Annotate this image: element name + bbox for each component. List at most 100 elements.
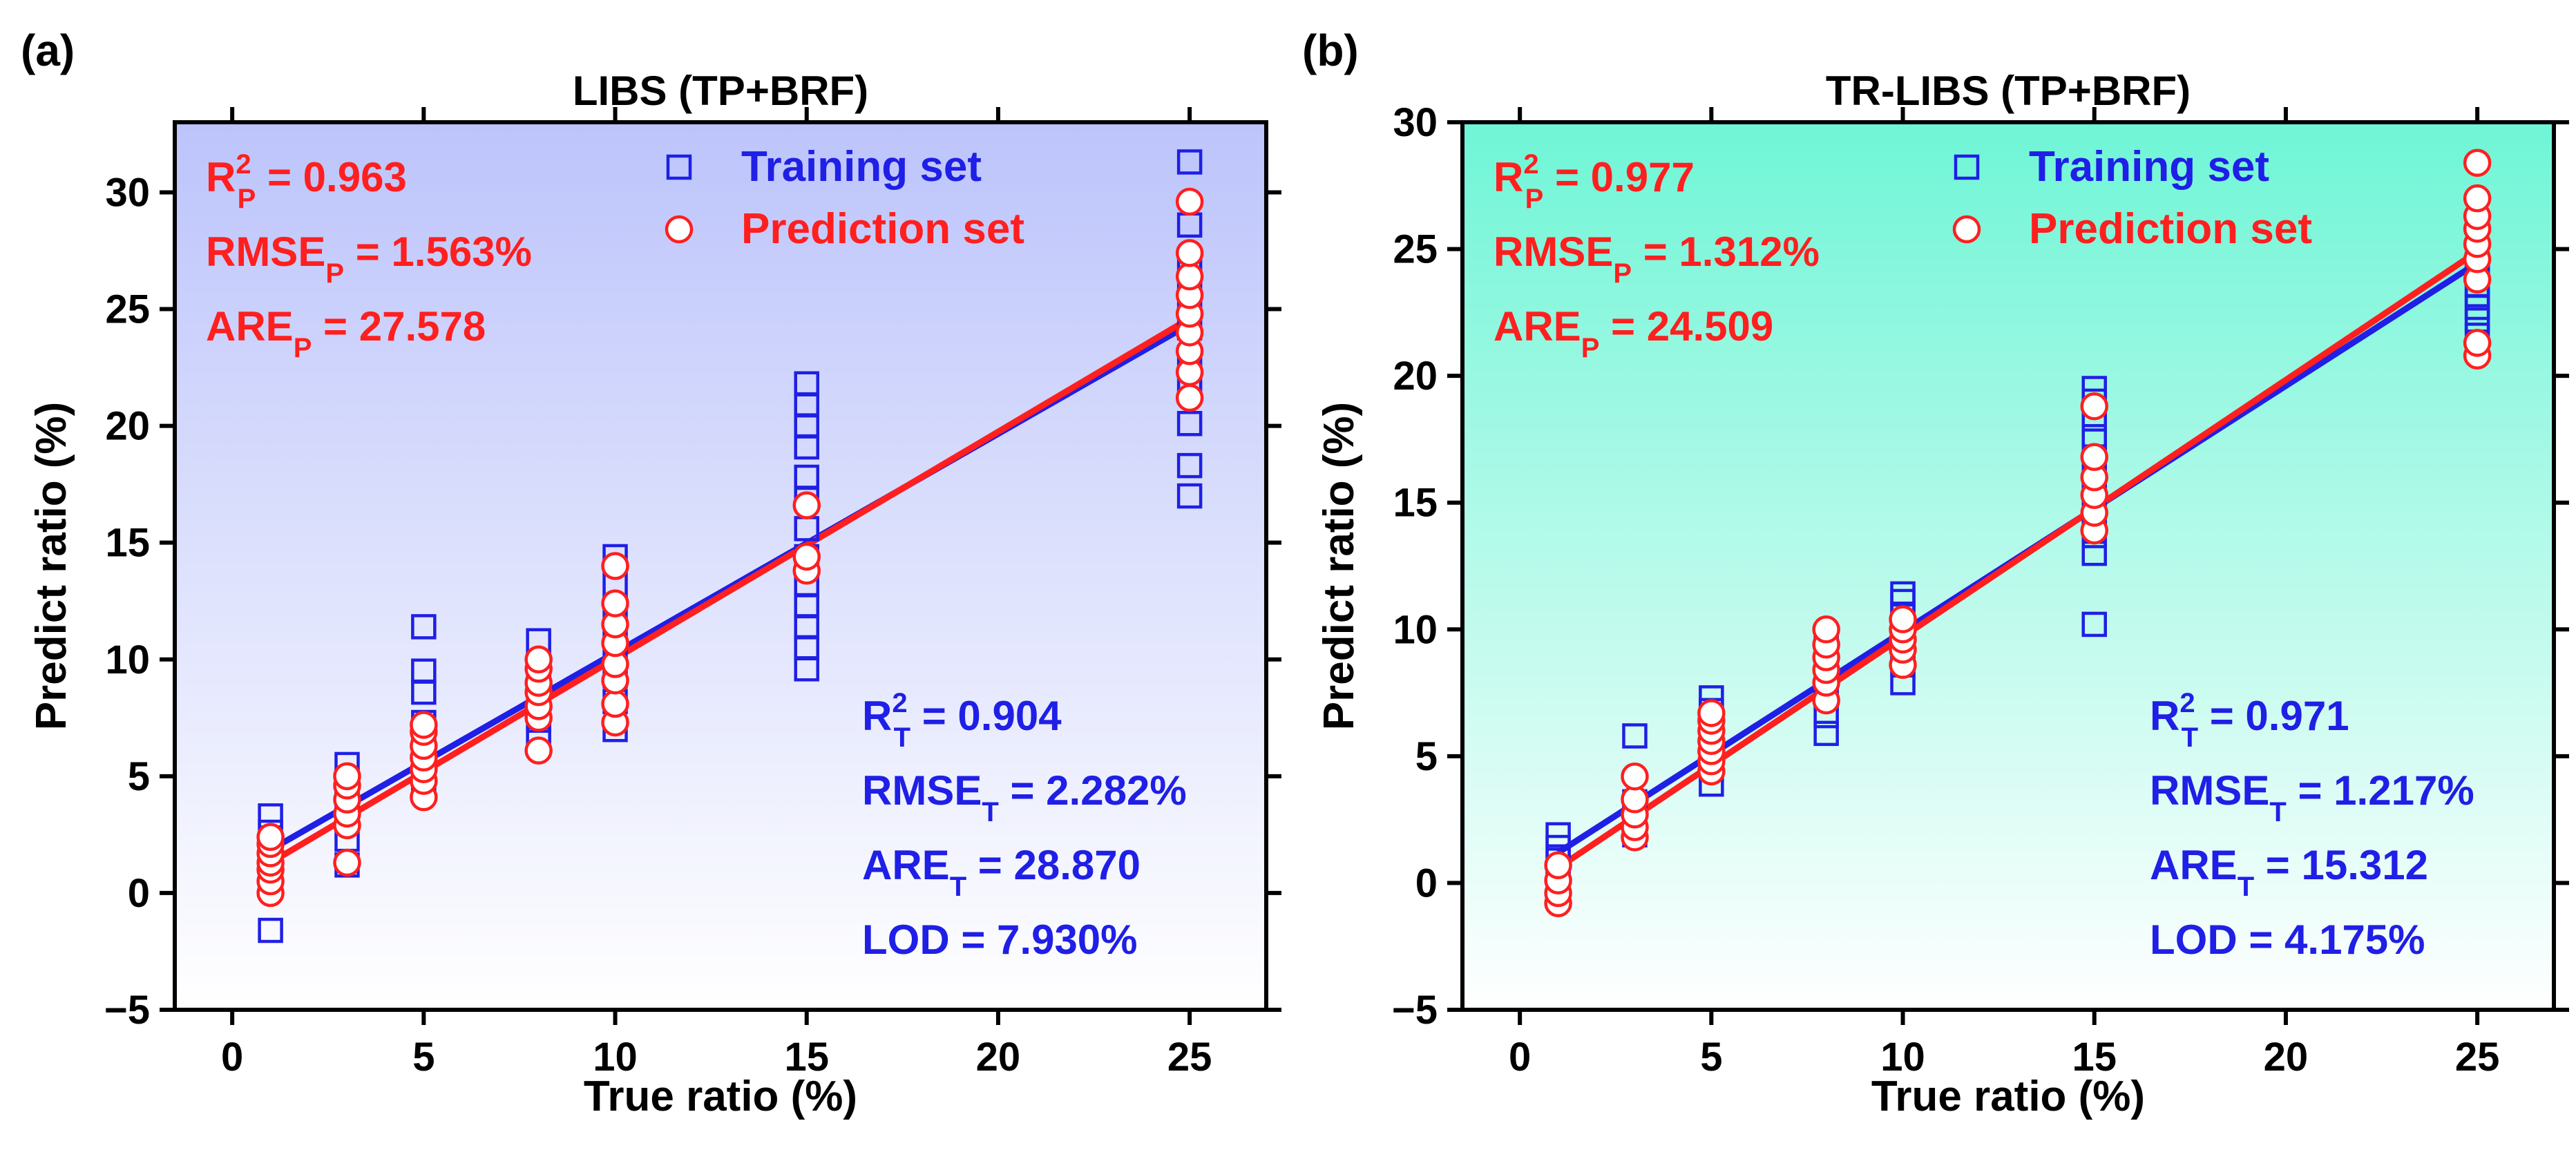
data-point [1812, 615, 1840, 644]
data-point [794, 371, 819, 396]
data-point [1813, 720, 1839, 747]
y-tick-label: 10 [1393, 607, 1438, 652]
series-prediction [1544, 148, 2492, 918]
axis-frame [173, 120, 1268, 1012]
y-axis-title: Predict ratio (%) [28, 402, 75, 730]
x-tick-label: 15 [2072, 1035, 2117, 1080]
y-tick-label: 5 [128, 754, 150, 799]
chart-title: LIBS (TP+BRF) [573, 68, 868, 114]
data-point [1890, 581, 1916, 607]
training-stat-line: ARET = 15.312 [2150, 842, 2428, 902]
data-point [333, 848, 361, 877]
data-point [1175, 187, 1204, 216]
y-tick-label: 20 [1393, 354, 1438, 399]
x-tick-label: 5 [1700, 1035, 1722, 1080]
training-stat-line: LOD = 4.175% [2150, 917, 2425, 963]
training-stat-line: ARET = 28.870 [862, 842, 1141, 902]
y-tick-label: 10 [105, 638, 150, 682]
data-point [2463, 329, 2492, 357]
y-tick-label: 30 [1393, 100, 1438, 145]
data-point [333, 762, 361, 791]
data-point [1176, 410, 1203, 437]
data-point [1621, 785, 1649, 814]
y-tick-label: 0 [128, 871, 150, 916]
x-tick-label: 0 [1509, 1035, 1531, 1080]
y-tick-label: 30 [105, 170, 150, 215]
data-point [2080, 443, 2108, 471]
prediction-stat-line: RMSEP = 1.563% [206, 229, 532, 289]
training-stats: R2 T = 0.971 RMSET = 1.217% ARET = 15.312 LO… [2150, 688, 2474, 963]
data-point [256, 823, 285, 852]
prediction-stats: R2 P = 0.977 RMSEP = 1.312% AREP = 24.509 [1494, 149, 1820, 363]
training-stat-line: LOD = 7.930% [862, 917, 1138, 963]
data-point [1176, 483, 1203, 509]
data-point [411, 614, 437, 640]
training-stat-line: R2 T = 0.971 [2150, 688, 2349, 753]
y-tick-label: −5 [1392, 988, 1438, 1033]
prediction-stat-line: RMSEP = 1.312% [1494, 229, 1820, 289]
data-point [524, 645, 553, 674]
data-point [1622, 723, 1648, 749]
data-point [1176, 149, 1203, 175]
y-tick-label: 5 [1415, 734, 1438, 779]
data-point [1176, 452, 1203, 479]
x-tick-label: 25 [2455, 1035, 2500, 1080]
chart-title: TR-LIBS (TP+BRF) [1826, 68, 2191, 114]
y-tick-label: 15 [105, 521, 150, 566]
prediction-stat-line: R2 P = 0.977 [1494, 149, 1695, 214]
data-point [601, 552, 629, 580]
data-point [1621, 762, 1649, 791]
legend-label: Prediction set [741, 205, 1024, 253]
legend-marker-prediction [665, 215, 694, 244]
legend-label: Training set [2029, 143, 2269, 191]
legend: Training set Prediction set [665, 143, 1024, 253]
prediction-stat-line: R2 P = 0.963 [206, 149, 407, 214]
y-tick-label: −5 [104, 988, 150, 1033]
axis-frame [1460, 120, 2556, 1012]
data-point [1175, 262, 1204, 291]
panel-label: (a) [21, 26, 75, 75]
data-point [258, 917, 283, 943]
y-axis-title: Predict ratio (%) [1315, 402, 1363, 730]
series-prediction [256, 187, 1204, 908]
legend-marker-training [666, 154, 692, 180]
x-tick-label: 25 [1167, 1035, 1212, 1080]
data-point [792, 542, 821, 571]
training-stat-line: R2 T = 0.904 [862, 688, 1062, 753]
y-tick-label: 15 [1393, 481, 1438, 526]
x-tick-label: 20 [2264, 1035, 2309, 1080]
data-point [601, 589, 629, 617]
x-tick-label: 0 [221, 1035, 243, 1080]
x-tick-label: 5 [412, 1035, 435, 1080]
data-point [601, 689, 629, 718]
x-tick-label: 15 [784, 1035, 829, 1080]
training-stats: R2 T = 0.904 RMSET = 2.282% ARET = 28.870 LO… [862, 688, 1187, 963]
prediction-stats: R2 P = 0.963 RMSEP = 1.563% AREP = 27.578 [206, 149, 532, 363]
training-stat-line: RMSET = 1.217% [2150, 767, 2474, 827]
x-axis-title: True ratio (%) [1871, 1073, 2145, 1120]
y-tick-label: 0 [1415, 861, 1438, 905]
data-point [1175, 239, 1204, 267]
data-point [1545, 822, 1571, 847]
data-point [410, 711, 438, 739]
data-point [2463, 148, 2492, 177]
data-point [411, 658, 437, 684]
x-tick-label: 10 [1880, 1035, 1925, 1080]
data-point [2080, 392, 2108, 421]
y-tick-label: 25 [1393, 227, 1438, 272]
data-point [1697, 699, 1726, 727]
x-axis-title: True ratio (%) [584, 1073, 857, 1120]
training-stat-line: RMSET = 2.282% [862, 767, 1187, 827]
legend-label: Training set [741, 143, 982, 191]
data-point [524, 736, 553, 765]
chart-panel-2: (b) TR-LIBS (TP+BRF) 0 5 10 15 20 25 −5 0 5 10 15 20 2… [1302, 26, 2569, 1120]
chart-panel-1: (a) LIBS (TP+BRF) 0 5 10 15 20 25 −5 0 5 10 15 20 25 30… [21, 26, 1281, 1120]
y-tick-label: 25 [105, 287, 150, 332]
data-point [792, 491, 821, 519]
panel-label: (b) [1302, 26, 1359, 75]
data-point [1889, 605, 1917, 633]
x-tick-label: 10 [593, 1035, 638, 1080]
legend-marker-training [1954, 154, 1980, 180]
x-tick-label: 20 [976, 1035, 1021, 1080]
